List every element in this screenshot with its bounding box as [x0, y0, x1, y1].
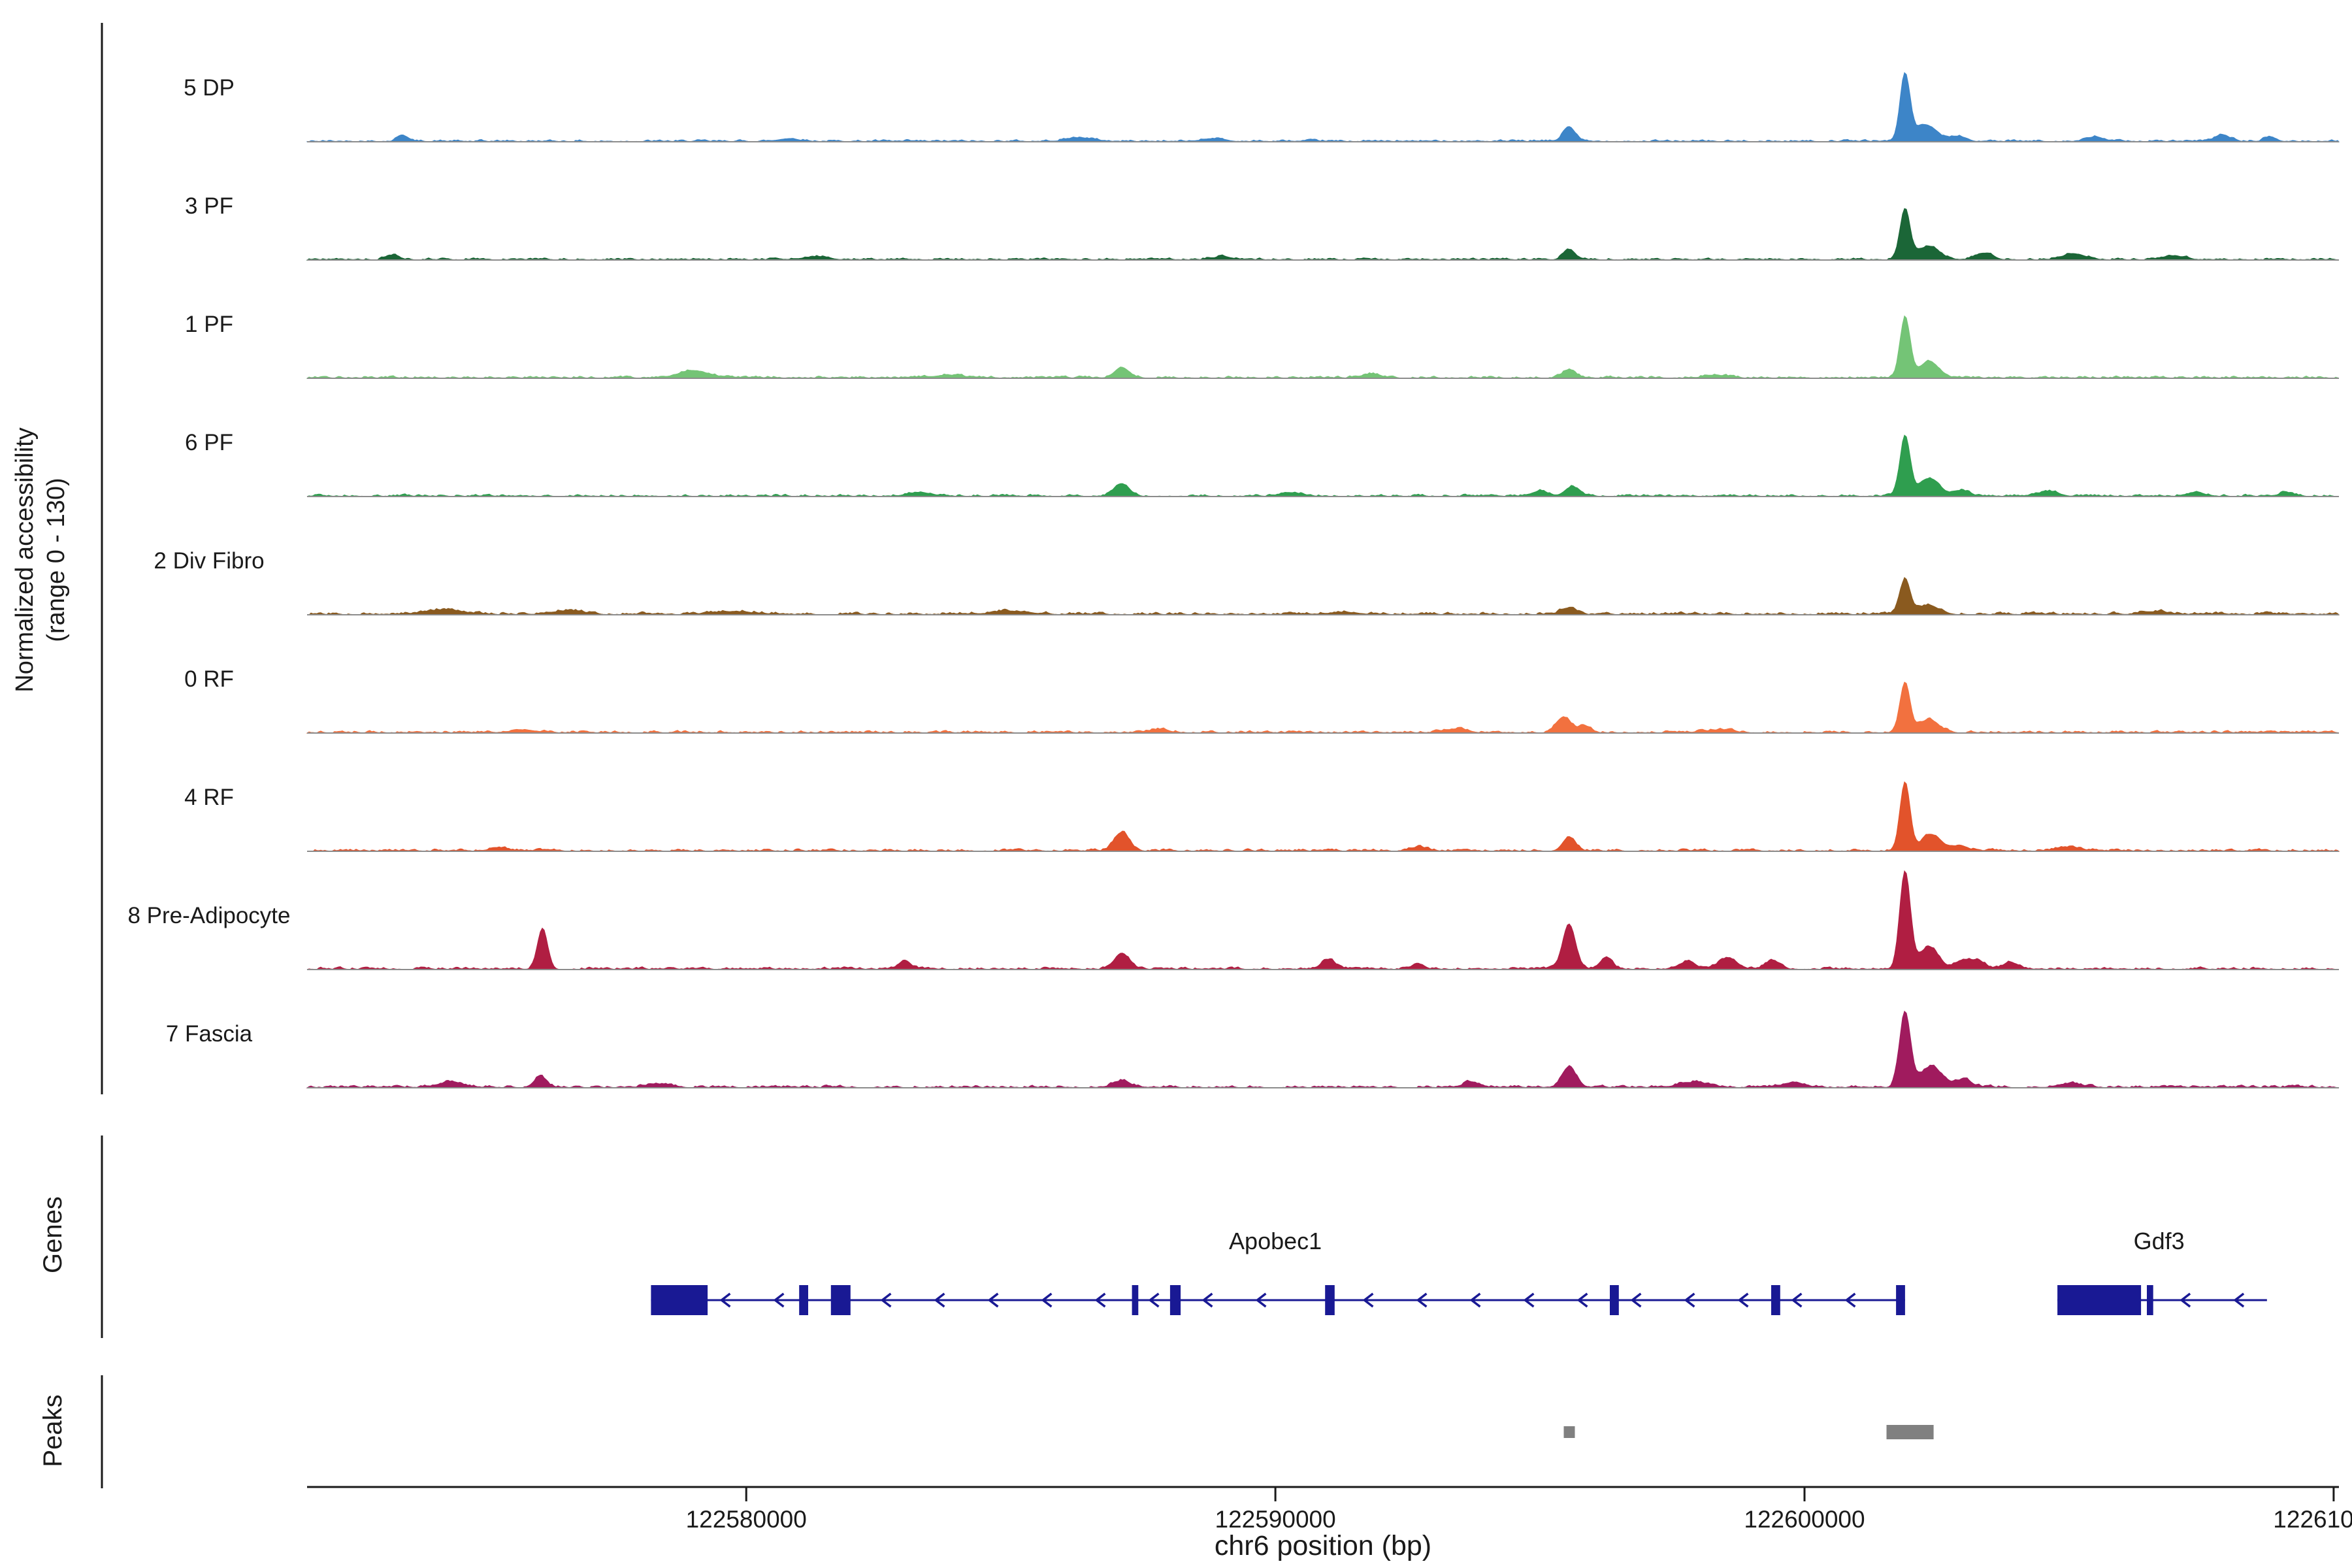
exon-box	[1132, 1285, 1139, 1315]
signal-7-fascia	[306, 1010, 2340, 1088]
signal-1-pf	[306, 315, 2340, 379]
track-4-rf	[307, 781, 2340, 852]
track-5-dp	[306, 72, 2340, 142]
strand-arrow-icon	[1630, 1292, 1642, 1308]
signal-3-pf	[306, 208, 2340, 261]
signal-6-pf	[306, 434, 2340, 497]
track-0-rf	[306, 681, 2340, 734]
exon-box	[1169, 1285, 1181, 1315]
strand-arrow-icon	[1576, 1292, 1588, 1308]
gene-label-gdf3: Gdf3	[2134, 1228, 2185, 1254]
gene-apobec1: Apobec1	[651, 1228, 1905, 1315]
x-axis-tick-label: 122600000	[1744, 1506, 1865, 1533]
strand-arrow-icon	[1255, 1292, 1267, 1308]
strand-arrow-icon	[1523, 1292, 1535, 1308]
y-axis-label-line1: Normalized accessibility	[11, 427, 39, 693]
x-axis-tick-label: 122590000	[1215, 1506, 1336, 1533]
strand-arrow-icon	[1469, 1292, 1481, 1308]
signal-0-rf	[306, 681, 2340, 734]
peaks-panel-label: Peaks	[39, 1394, 67, 1467]
exon-box	[651, 1285, 708, 1315]
x-axis-tick-label: 122610000	[2273, 1506, 2352, 1533]
track-label-7-fascia: 7 Fascia	[165, 1021, 253, 1047]
track-8-pre-adipocyte	[306, 870, 2340, 970]
strand-arrow-icon	[1362, 1292, 1374, 1308]
strand-arrow-icon	[1791, 1292, 1803, 1308]
signal-4-rf	[307, 781, 2340, 852]
track-1-pf	[306, 315, 2340, 379]
y-axis-label: Normalized accessibility (range 0 - 130)	[9, 266, 72, 854]
strand-arrow-icon	[719, 1292, 731, 1308]
strand-arrow-icon	[880, 1292, 892, 1308]
track-label-4-rf: 4 RF	[184, 785, 234, 810]
called-peak-1	[1563, 1426, 1575, 1438]
exon-box	[2057, 1285, 2142, 1315]
track-label-0-rf: 0 RF	[184, 666, 234, 692]
strand-arrow-icon	[987, 1292, 999, 1308]
track-label-1-pf: 1 PF	[185, 312, 233, 337]
strand-arrow-icon	[1416, 1292, 1428, 1308]
signal-5-dp	[306, 72, 2340, 142]
exon-box	[2147, 1285, 2153, 1315]
strand-arrow-icon	[934, 1292, 945, 1308]
strand-arrow-icon	[1094, 1292, 1106, 1308]
track-2-div-fibro	[307, 577, 2340, 615]
strand-arrow-icon	[2180, 1292, 2191, 1308]
strand-arrow-icon	[2233, 1292, 2245, 1308]
strand-arrow-icon	[773, 1292, 785, 1308]
exon-box	[830, 1285, 851, 1315]
gene-gdf3: Gdf3	[2057, 1228, 2267, 1315]
exon-box	[1896, 1285, 1905, 1315]
track-7-fascia	[306, 1010, 2340, 1088]
exon-box	[1610, 1285, 1619, 1315]
signal-2-div-fibro	[307, 577, 2340, 615]
genes-panel-label: Genes	[39, 1196, 67, 1273]
signal-8-pre-adipocyte	[306, 870, 2340, 970]
called-peak-2	[1886, 1425, 1934, 1439]
exon-box	[1771, 1285, 1780, 1315]
strand-arrow-icon	[1041, 1292, 1053, 1308]
strand-arrow-icon	[1201, 1292, 1213, 1308]
track-label-5-dp: 5 DP	[184, 75, 235, 101]
strand-arrow-icon	[1737, 1292, 1749, 1308]
track-label-3-pf: 3 PF	[185, 193, 233, 219]
track-label-6-pf: 6 PF	[185, 430, 233, 455]
strand-arrow-icon	[1844, 1292, 1856, 1308]
x-axis-title: chr6 position (bp)	[1214, 1530, 1432, 1561]
track-3-pf	[306, 208, 2340, 261]
strand-arrow-icon	[1148, 1292, 1160, 1308]
gene-label-apobec1: Apobec1	[1229, 1228, 1322, 1254]
track-label-2-div-fibro: 2 Div Fibro	[154, 548, 265, 574]
strand-arrow-icon	[1684, 1292, 1695, 1308]
exon-box	[1325, 1285, 1335, 1315]
exon-box	[799, 1285, 808, 1315]
track-6-pf	[306, 434, 2340, 497]
x-axis-tick-label: 122580000	[686, 1506, 807, 1533]
track-label-8-pre-adipocyte: 8 Pre-Adipocyte	[127, 903, 291, 928]
